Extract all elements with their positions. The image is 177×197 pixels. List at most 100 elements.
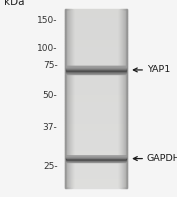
Bar	[65, 64, 127, 66]
Bar	[65, 34, 127, 36]
Text: 50-: 50-	[43, 91, 58, 100]
Bar	[65, 9, 68, 188]
Bar	[65, 9, 72, 188]
Bar	[65, 113, 127, 115]
Bar	[65, 156, 127, 158]
Bar	[65, 43, 127, 45]
Bar	[65, 68, 127, 70]
Bar	[65, 133, 127, 134]
Bar	[65, 63, 127, 64]
Bar	[65, 95, 127, 97]
Bar	[65, 77, 127, 79]
Bar	[65, 134, 127, 136]
Bar	[65, 145, 127, 147]
Bar	[65, 29, 127, 30]
Bar	[65, 9, 67, 188]
Bar	[65, 109, 127, 111]
Text: 75-: 75-	[43, 61, 58, 71]
Bar	[65, 143, 127, 145]
Bar	[65, 165, 127, 167]
Bar	[65, 18, 127, 20]
Bar	[65, 46, 127, 48]
Bar	[65, 151, 127, 152]
Bar	[65, 75, 127, 77]
Bar	[65, 186, 127, 188]
Bar	[65, 127, 127, 129]
Bar	[65, 120, 127, 122]
Bar	[65, 57, 127, 59]
Bar	[65, 125, 127, 127]
Bar	[126, 9, 127, 188]
Bar	[65, 185, 127, 186]
Bar	[65, 9, 67, 188]
Bar	[65, 177, 127, 179]
Bar	[65, 14, 127, 16]
Bar	[65, 149, 127, 151]
Bar	[65, 183, 127, 185]
Bar	[65, 136, 127, 138]
Bar	[65, 9, 68, 188]
Bar	[65, 61, 127, 63]
Bar	[118, 9, 127, 188]
Bar	[65, 91, 127, 93]
Text: 100-: 100-	[37, 44, 58, 53]
Bar	[65, 9, 73, 188]
Bar	[65, 122, 127, 124]
Bar	[122, 9, 127, 188]
Bar	[65, 70, 127, 72]
Bar	[65, 52, 127, 54]
Bar	[120, 9, 127, 188]
Bar	[65, 9, 70, 188]
Bar	[65, 79, 127, 81]
Bar	[119, 9, 127, 188]
Bar	[65, 111, 127, 113]
Bar	[65, 48, 127, 50]
Bar	[65, 163, 127, 165]
Bar	[65, 30, 127, 32]
Bar	[65, 16, 127, 18]
Bar	[65, 102, 127, 104]
Bar	[65, 41, 127, 43]
Bar	[65, 129, 127, 131]
Bar	[65, 170, 127, 172]
Bar	[125, 9, 127, 188]
Bar	[65, 81, 127, 82]
Bar	[65, 73, 127, 75]
Bar	[65, 25, 127, 27]
Text: 37-: 37-	[43, 123, 58, 132]
Bar	[65, 97, 127, 98]
Text: YAP1: YAP1	[147, 65, 170, 74]
Bar	[65, 9, 127, 11]
Bar	[65, 140, 127, 141]
Bar	[65, 50, 127, 52]
Bar	[65, 116, 127, 118]
Bar	[65, 131, 127, 133]
Text: 150-: 150-	[37, 16, 58, 25]
Bar	[65, 86, 127, 88]
Bar	[65, 9, 74, 188]
Bar	[65, 158, 127, 159]
Bar	[125, 9, 127, 188]
Bar	[65, 154, 127, 156]
Bar	[65, 9, 66, 188]
Text: 25-: 25-	[43, 162, 58, 171]
Bar	[65, 89, 127, 91]
Bar	[65, 118, 127, 120]
Bar	[65, 9, 72, 188]
Bar	[65, 181, 127, 183]
Bar	[65, 124, 127, 125]
Bar	[65, 32, 127, 34]
Bar	[65, 9, 70, 188]
Bar	[65, 36, 127, 38]
Bar	[120, 9, 127, 188]
Bar	[65, 9, 71, 188]
Bar	[65, 115, 127, 116]
Bar	[65, 54, 127, 56]
Bar	[65, 174, 127, 176]
Bar	[65, 11, 127, 12]
Bar	[121, 9, 127, 188]
Bar	[65, 59, 127, 61]
Bar	[65, 108, 127, 109]
Bar	[65, 21, 127, 23]
Bar	[65, 106, 127, 108]
